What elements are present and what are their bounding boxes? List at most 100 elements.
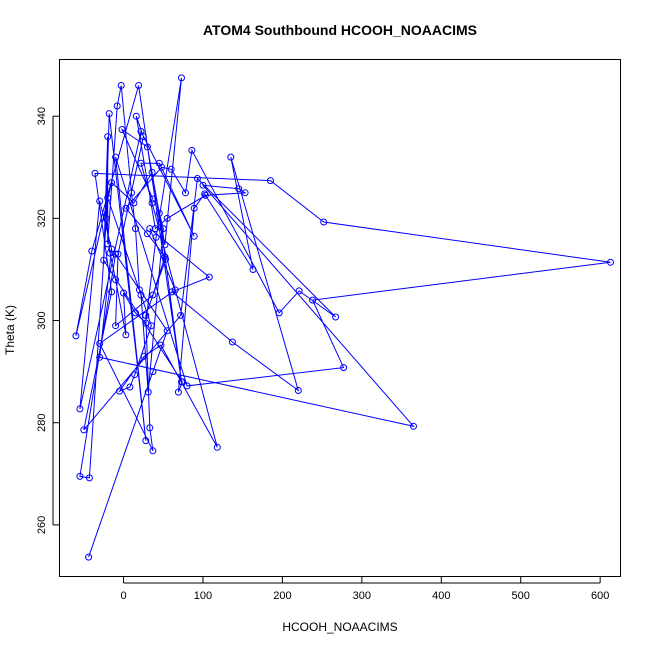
data-point: [149, 195, 157, 203]
data-point: [193, 175, 201, 182]
data-point: [213, 443, 221, 451]
data-point: [132, 309, 139, 317]
data-point: [139, 133, 147, 141]
data-point: [205, 273, 213, 281]
data-point: [249, 266, 257, 273]
data-point: [340, 364, 348, 372]
data-point: [126, 383, 134, 391]
data-point: [158, 163, 166, 171]
data-point: [190, 204, 198, 212]
data-point: [320, 218, 328, 226]
data-point: [142, 319, 150, 327]
data-point: [607, 258, 614, 266]
data-point: [159, 225, 167, 233]
data-point: [112, 276, 120, 284]
data-point: [96, 340, 104, 347]
data-series: [72, 74, 614, 561]
data-point: [309, 296, 317, 304]
data-point: [199, 181, 207, 189]
x-tick-label: 500: [512, 590, 530, 602]
data-point: [143, 143, 151, 151]
data-point: [112, 322, 120, 330]
data-point: [104, 194, 112, 202]
data-point: [183, 382, 191, 390]
data-point: [102, 214, 110, 222]
data-point: [76, 405, 84, 413]
data-point: [178, 74, 185, 82]
data-point: [163, 327, 171, 335]
data-point: [182, 189, 189, 197]
x-axis: 0 100 200 300 400 500 600: [120, 576, 609, 602]
data-point: [410, 422, 417, 430]
data-point: [120, 289, 127, 297]
data-point: [137, 159, 145, 167]
x-tick-label: 100: [194, 590, 212, 602]
x-tick-label: 600: [591, 590, 609, 602]
data-point: [105, 110, 113, 118]
y-tick-label: 260: [36, 516, 48, 534]
data-point: [76, 472, 84, 480]
data-point: [174, 388, 182, 396]
data-point: [275, 309, 283, 317]
data-point: [168, 288, 176, 296]
data-point: [227, 153, 235, 161]
data-point: [132, 225, 139, 233]
data-point: [161, 253, 169, 261]
data-point: [108, 245, 116, 253]
data-point: [201, 191, 209, 199]
data-point: [177, 311, 185, 319]
data-point: [108, 288, 116, 296]
data-point: [142, 437, 150, 445]
data-point: [149, 291, 157, 299]
data-point: [122, 331, 130, 339]
plot-frame: [59, 59, 621, 577]
data-point: [135, 82, 143, 89]
x-axis-label: HCOOH_NOAACIMS: [282, 620, 397, 634]
data-point: [294, 387, 302, 394]
data-point: [148, 199, 156, 207]
data-point: [157, 341, 165, 349]
y-tick-label: 320: [36, 209, 48, 227]
x-tick-label: 0: [120, 590, 126, 602]
data-point: [96, 197, 104, 205]
data-point: [190, 232, 198, 240]
data-point: [142, 311, 150, 319]
data-point: [152, 233, 160, 241]
y-axis-label: Theta (K): [3, 305, 17, 355]
data-point: [85, 474, 93, 482]
data-point: [96, 353, 104, 361]
data-point: [130, 199, 138, 207]
data-point: [112, 153, 120, 161]
data-point: [148, 168, 156, 176]
data-point: [100, 256, 108, 264]
data-point: [147, 322, 155, 330]
data-point: [72, 332, 80, 340]
data-point: [113, 102, 121, 110]
data-point: [132, 112, 140, 120]
data-point: [267, 177, 274, 185]
series-line: [75, 77, 611, 558]
data-point: [235, 185, 243, 193]
data-point: [149, 368, 157, 376]
data-point: [161, 241, 169, 249]
data-point: [104, 133, 112, 141]
data-point: [122, 204, 130, 212]
data-point: [144, 388, 152, 396]
x-tick-label: 400: [432, 590, 450, 602]
data-point: [108, 179, 116, 187]
data-point: [228, 338, 236, 346]
data-point: [85, 553, 93, 561]
data-point: [106, 249, 114, 257]
chart-title: ATOM4 Southbound HCOOH_NOAACIMS: [203, 22, 477, 38]
data-point: [151, 225, 159, 233]
data-point: [91, 169, 99, 177]
data-point: [131, 371, 139, 379]
y-tick-label: 280: [36, 414, 48, 432]
x-tick-label: 300: [353, 590, 371, 602]
data-point: [167, 165, 175, 173]
data-point: [118, 126, 126, 133]
data-point: [163, 214, 171, 222]
data-point: [140, 352, 148, 360]
data-point: [241, 189, 249, 197]
